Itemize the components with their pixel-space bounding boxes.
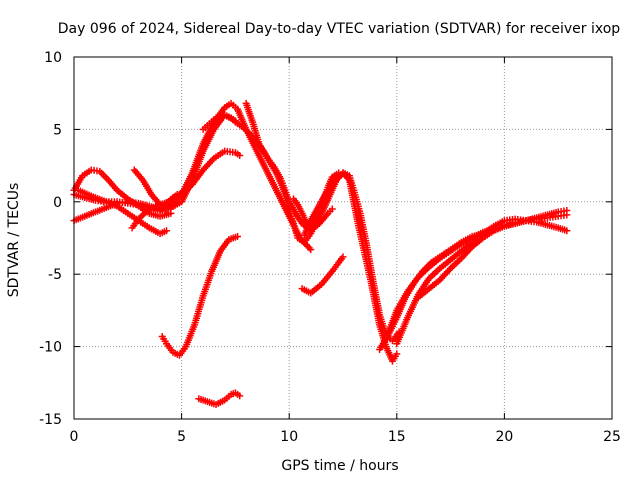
grid [74,57,612,419]
series-track-18 [195,389,244,409]
series-track-7 [156,147,244,214]
y-tick-label: -10 [39,340,62,356]
x-tick-label: 5 [177,429,186,445]
data-points [70,99,571,409]
data-point [236,151,244,159]
y-tick-label: -15 [39,412,62,428]
data-point [307,246,315,254]
plot-frame [73,56,613,420]
data-point [563,227,571,235]
axis-ticks: 0 5 10 15 20 25 -15 -10 -5 0 5 10 [39,50,621,445]
data-point [236,392,244,400]
series-track-5 [128,202,175,232]
data-point [393,350,401,358]
data-point [339,253,347,261]
y-tick-label: 0 [53,195,62,211]
data-point [167,205,175,213]
y-axis-label: SDTVAR / TECUs [6,183,22,298]
series-track-15 [393,215,571,348]
data-point [163,227,171,235]
x-tick-label: 15 [388,429,406,445]
y-tick-label: 5 [53,122,62,138]
series-track-17 [158,233,242,359]
series-track-11 [300,169,403,345]
x-tick-label: 25 [603,429,621,445]
series-track-1 [70,99,315,254]
chart-title: Day 096 of 2024, Sidereal Day-to-day VTE… [58,21,621,37]
x-axis-label: GPS time / hours [281,458,398,474]
series-track-16 [414,211,571,301]
y-tick-label: -5 [48,267,62,283]
y-tick-label: 10 [44,50,62,66]
series-track-12 [298,253,347,297]
x-tick-label: 10 [280,429,298,445]
data-point [563,211,571,219]
data-point [328,205,336,213]
x-tick-label: 0 [70,429,79,445]
data-point [234,233,242,241]
x-tick-label: 20 [495,429,513,445]
